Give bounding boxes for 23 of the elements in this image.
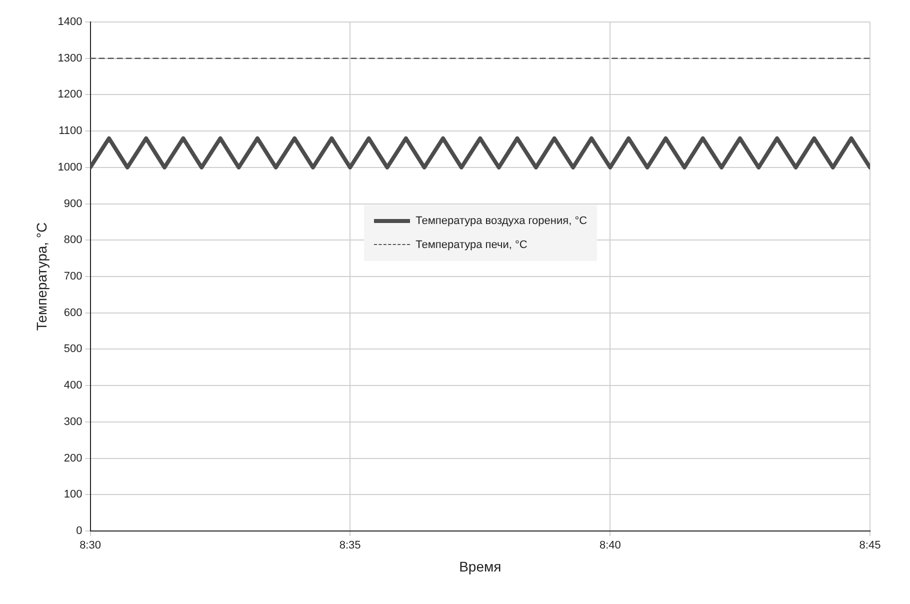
- y-tick-label: 1100: [58, 125, 82, 138]
- x-tick-label: 8:45: [859, 540, 881, 552]
- x-tick-label: 8:35: [339, 540, 361, 552]
- y-tick-label: 1200: [58, 88, 82, 101]
- y-tick-label: 1400: [58, 16, 82, 28]
- x-tick-label: 8:30: [80, 540, 101, 552]
- legend-label: Температура воздуха горения, °C: [416, 214, 588, 226]
- y-tick-label: 400: [64, 380, 82, 392]
- y-tick-label: 1000: [58, 161, 82, 174]
- y-tick-label: 0: [76, 525, 82, 538]
- y-tick-label: 200: [64, 452, 82, 464]
- x-axis-title: Время: [459, 558, 502, 574]
- legend-label: Температура печи, °C: [416, 238, 528, 250]
- y-tick-label: 500: [64, 343, 82, 356]
- y-tick-label: 900: [64, 198, 82, 210]
- x-tick-label: 8:40: [599, 540, 621, 552]
- y-tick-label: 600: [64, 306, 82, 319]
- y-tick-label: 700: [64, 270, 82, 283]
- y-tick-label: 100: [64, 488, 82, 501]
- y-tick-label: 800: [64, 234, 82, 246]
- y-tick-label: 300: [64, 416, 82, 428]
- y-tick-label: 1300: [58, 52, 82, 64]
- y-axis-title: Температура, °C: [33, 222, 50, 331]
